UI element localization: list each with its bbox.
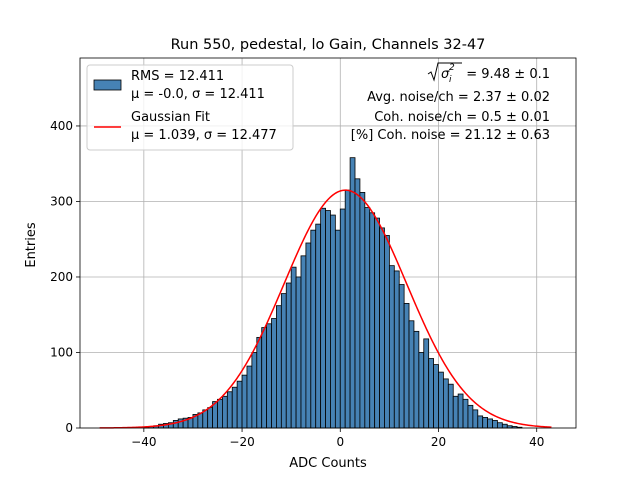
histogram-bar <box>398 284 405 429</box>
histogram-bar <box>172 420 179 429</box>
histogram-bar <box>423 338 430 429</box>
y-tick-label: 100 <box>50 345 73 359</box>
histogram-bar <box>354 178 361 429</box>
histogram-bar <box>462 398 469 429</box>
histogram-bar <box>349 157 356 429</box>
y-tick-label: 400 <box>50 119 73 133</box>
x-tick-label: −20 <box>229 435 254 449</box>
coh-noise-annotation: Coh. noise/ch = 0.5 ± 0.01 <box>374 110 550 125</box>
histogram-bar <box>384 235 390 429</box>
sqrt-symbol <box>427 62 462 82</box>
histogram-bar <box>418 352 425 429</box>
histogram-bar <box>241 374 248 429</box>
y-tick-label: 0 <box>65 421 73 435</box>
histogram-bar <box>300 255 307 429</box>
histogram-bar <box>364 207 371 429</box>
histogram-bar <box>305 242 312 429</box>
histogram-bar <box>438 371 444 429</box>
histogram-bar <box>452 395 459 429</box>
histogram-bar <box>497 422 503 429</box>
histogram-bar <box>433 364 439 429</box>
histogram-bar <box>222 395 228 429</box>
histogram-bar <box>226 391 233 429</box>
legend-fit-label: Gaussian Fit <box>131 110 210 125</box>
histogram-bar <box>344 189 351 429</box>
histogram-bar <box>359 192 366 429</box>
histogram-bar <box>482 417 489 429</box>
y-axis-label: Entries <box>24 222 39 268</box>
histogram-bar <box>472 409 479 429</box>
x-tick-label: −40 <box>131 435 156 449</box>
histogram-bar <box>374 217 380 429</box>
histogram-bar <box>339 208 346 429</box>
sigma-superscript: 2 <box>449 63 455 73</box>
legend-histogram-stats: μ = -0.0, σ = 12.411 <box>131 87 265 102</box>
histogram-bar <box>443 378 449 429</box>
histogram-bar <box>325 210 331 429</box>
avg-noise-annotation: Avg. noise/ch = 2.37 ± 0.02 <box>367 90 550 105</box>
sigma-symbol: σ <box>441 67 450 82</box>
x-axis-label: ADC Counts <box>289 456 367 471</box>
histogram-bar <box>217 398 223 429</box>
histogram-bar <box>315 223 322 429</box>
chart-title: Run 550, pedestal, lo Gain, Channels 32-… <box>171 37 486 53</box>
histogram-bar <box>261 327 268 429</box>
histogram-bar <box>334 229 341 429</box>
axes-frame <box>79 57 577 429</box>
histogram-bar <box>207 407 213 429</box>
histogram-bar <box>492 420 498 429</box>
histogram-bar <box>320 207 326 429</box>
histogram-bar <box>487 418 493 429</box>
x-tick-label: 20 <box>431 435 446 449</box>
histogram-bar <box>501 423 508 429</box>
coh-noise-percent-annotation: [%] Coh. noise = 21.12 ± 0.63 <box>351 128 550 143</box>
y-tick-label: 200 <box>50 270 73 284</box>
x-tick-label: 40 <box>529 435 544 449</box>
histogram-bar <box>280 293 287 429</box>
histogram-bar <box>467 404 474 429</box>
histogram-bar <box>285 282 292 429</box>
histogram-bar <box>408 320 415 429</box>
legend: RMS = 12.411 μ = -0.0, σ = 12.411 Gaussi… <box>86 64 294 151</box>
histogram-bar <box>388 265 395 429</box>
histogram-bar <box>413 330 420 429</box>
histogram-bar <box>276 305 282 429</box>
legend-histogram-swatch <box>93 79 122 91</box>
legend-histogram-label: RMS = 12.411 <box>131 69 224 84</box>
histogram-bar <box>295 276 302 429</box>
sqrt-sigma-value: = 9.48 ± 0.1 <box>466 67 550 82</box>
histogram-bar <box>403 303 410 429</box>
histogram-bar <box>379 227 385 429</box>
histogram-bar <box>246 365 253 429</box>
histogram-bar <box>271 318 277 429</box>
histogram-bar <box>256 336 263 429</box>
legend-fit-stats: μ = 1.039, σ = 12.477 <box>131 128 277 143</box>
y-axis-ticks: 0 100 200 300 400 <box>50 119 80 435</box>
histogram-bar <box>477 415 484 429</box>
histogram-bar <box>457 393 464 429</box>
histogram-bar <box>231 386 238 429</box>
y-tick-label: 300 <box>50 194 73 208</box>
x-tick-label: 0 <box>336 435 344 449</box>
histogram-bar <box>177 418 184 429</box>
histogram-bar <box>369 212 376 429</box>
gaussian-fit-curve <box>99 189 552 429</box>
histogram-bar <box>202 409 209 429</box>
histogram-bar <box>310 229 317 429</box>
histogram-bar <box>251 352 258 429</box>
histogram-bar <box>428 358 434 429</box>
histogram-bar <box>447 383 454 429</box>
histogram-bar <box>236 380 243 429</box>
x-axis-ticks: −40 −20 0 20 40 <box>131 428 544 449</box>
histogram-bar <box>266 323 272 429</box>
legend-box <box>86 64 294 151</box>
histogram-bar <box>290 266 297 429</box>
noise-annotations: σ 2 i = 9.48 ± 0.1 Avg. noise/ch = 2.37 … <box>351 62 550 143</box>
histogram-bar <box>393 270 400 429</box>
histogram-bar <box>330 214 336 429</box>
sigma-subscript: i <box>449 75 452 85</box>
